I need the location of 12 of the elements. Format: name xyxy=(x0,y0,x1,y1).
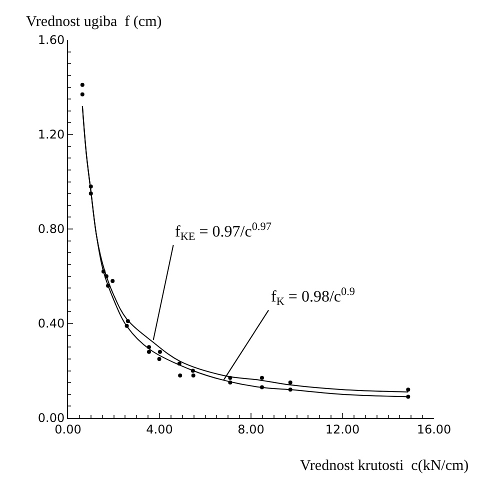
x-axis-title: Vrednost krutosti c(kN/cm) xyxy=(300,458,469,474)
y-tick-label: 1.20 xyxy=(38,128,65,142)
x-tick-label: 12.00 xyxy=(325,422,360,436)
y-tick-label: 0.40 xyxy=(38,316,65,331)
annotation: f$_{K}$ = 0.98/c$^{0.9}$ xyxy=(271,286,356,308)
y-tick-label: 0.80 xyxy=(38,222,65,236)
x-tick-label: 4.00 xyxy=(146,422,173,436)
y-tick-label: 1.60 xyxy=(38,33,65,48)
x-tick-label: 8.00 xyxy=(238,422,264,436)
x-tick-label: 16.00 xyxy=(416,422,452,436)
y-axis-title: Vrednost ugiba f (cm) xyxy=(26,14,162,30)
annotation: f$_{KE}$ = 0.97/c$^{0.97}$ xyxy=(175,221,272,244)
